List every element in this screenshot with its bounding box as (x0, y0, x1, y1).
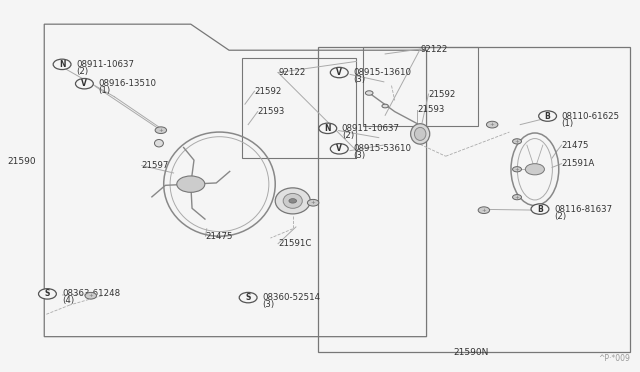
Circle shape (319, 123, 337, 134)
Ellipse shape (275, 188, 310, 214)
Circle shape (177, 176, 205, 192)
Circle shape (155, 127, 166, 134)
Text: 21591C: 21591C (278, 239, 312, 248)
Text: (1): (1) (562, 119, 573, 128)
Text: 21591A: 21591A (562, 159, 595, 168)
Text: +: + (515, 195, 520, 200)
Text: V: V (336, 144, 342, 153)
Text: N: N (59, 60, 65, 69)
Text: 92122: 92122 (278, 68, 305, 77)
Text: +: + (311, 200, 316, 205)
Circle shape (525, 164, 545, 175)
Text: (3): (3) (353, 151, 365, 160)
Text: 08116-81637: 08116-81637 (554, 205, 612, 214)
Text: (4): (4) (62, 296, 74, 305)
Text: +: + (88, 293, 93, 298)
Text: 21475: 21475 (205, 232, 233, 241)
Text: V: V (336, 68, 342, 77)
Text: 21593: 21593 (417, 105, 444, 114)
Text: 21593: 21593 (258, 107, 285, 116)
Ellipse shape (415, 128, 426, 141)
Text: 21590: 21590 (7, 157, 36, 166)
Text: 08916-13510: 08916-13510 (99, 79, 156, 88)
Text: 21592: 21592 (428, 90, 456, 99)
Text: S: S (246, 293, 251, 302)
Text: +: + (515, 139, 520, 144)
Text: B: B (545, 112, 550, 121)
Text: (3): (3) (262, 300, 275, 309)
Ellipse shape (154, 140, 163, 147)
Circle shape (76, 78, 93, 89)
Text: 08911-10637: 08911-10637 (76, 60, 134, 69)
Circle shape (531, 204, 549, 214)
Text: (2): (2) (554, 212, 566, 221)
Text: (3): (3) (353, 75, 365, 84)
Text: 21592: 21592 (255, 87, 282, 96)
Text: (1): (1) (99, 86, 111, 95)
Text: B: B (537, 205, 543, 214)
Circle shape (307, 199, 319, 206)
Ellipse shape (365, 91, 373, 95)
Circle shape (53, 59, 71, 70)
Circle shape (539, 111, 557, 121)
Circle shape (513, 167, 522, 172)
Circle shape (38, 289, 56, 299)
Ellipse shape (283, 193, 302, 208)
Text: +: + (515, 167, 520, 172)
Circle shape (85, 292, 97, 299)
Text: (2): (2) (76, 67, 88, 76)
Circle shape (330, 67, 348, 78)
Text: 08110-61625: 08110-61625 (562, 112, 620, 121)
Text: N: N (324, 124, 331, 133)
Text: +: + (159, 128, 163, 133)
Bar (318, 46, 630, 352)
Circle shape (486, 121, 498, 128)
Ellipse shape (382, 104, 388, 108)
Text: 92122: 92122 (420, 45, 447, 54)
Circle shape (289, 199, 296, 203)
Text: V: V (81, 79, 87, 88)
Text: S: S (45, 289, 50, 298)
Text: 08360-52514: 08360-52514 (262, 293, 320, 302)
Circle shape (239, 292, 257, 303)
Bar (363, 46, 477, 126)
Text: 08915-53610: 08915-53610 (353, 144, 412, 153)
Ellipse shape (411, 124, 429, 144)
Text: +: + (481, 208, 486, 213)
Circle shape (513, 195, 522, 200)
Text: 08915-13610: 08915-13610 (353, 68, 412, 77)
Text: 21597: 21597 (141, 161, 169, 170)
Circle shape (513, 139, 522, 144)
Text: ^P·*009: ^P·*009 (598, 354, 630, 363)
Text: (2): (2) (342, 131, 354, 140)
Text: 08911-10637: 08911-10637 (342, 124, 400, 133)
Circle shape (478, 207, 490, 214)
Bar (242, 58, 356, 158)
Text: +: + (490, 122, 495, 127)
Circle shape (330, 144, 348, 154)
Text: 21475: 21475 (562, 141, 589, 150)
Text: 08363-61248: 08363-61248 (62, 289, 120, 298)
Text: 21590N: 21590N (454, 348, 489, 357)
